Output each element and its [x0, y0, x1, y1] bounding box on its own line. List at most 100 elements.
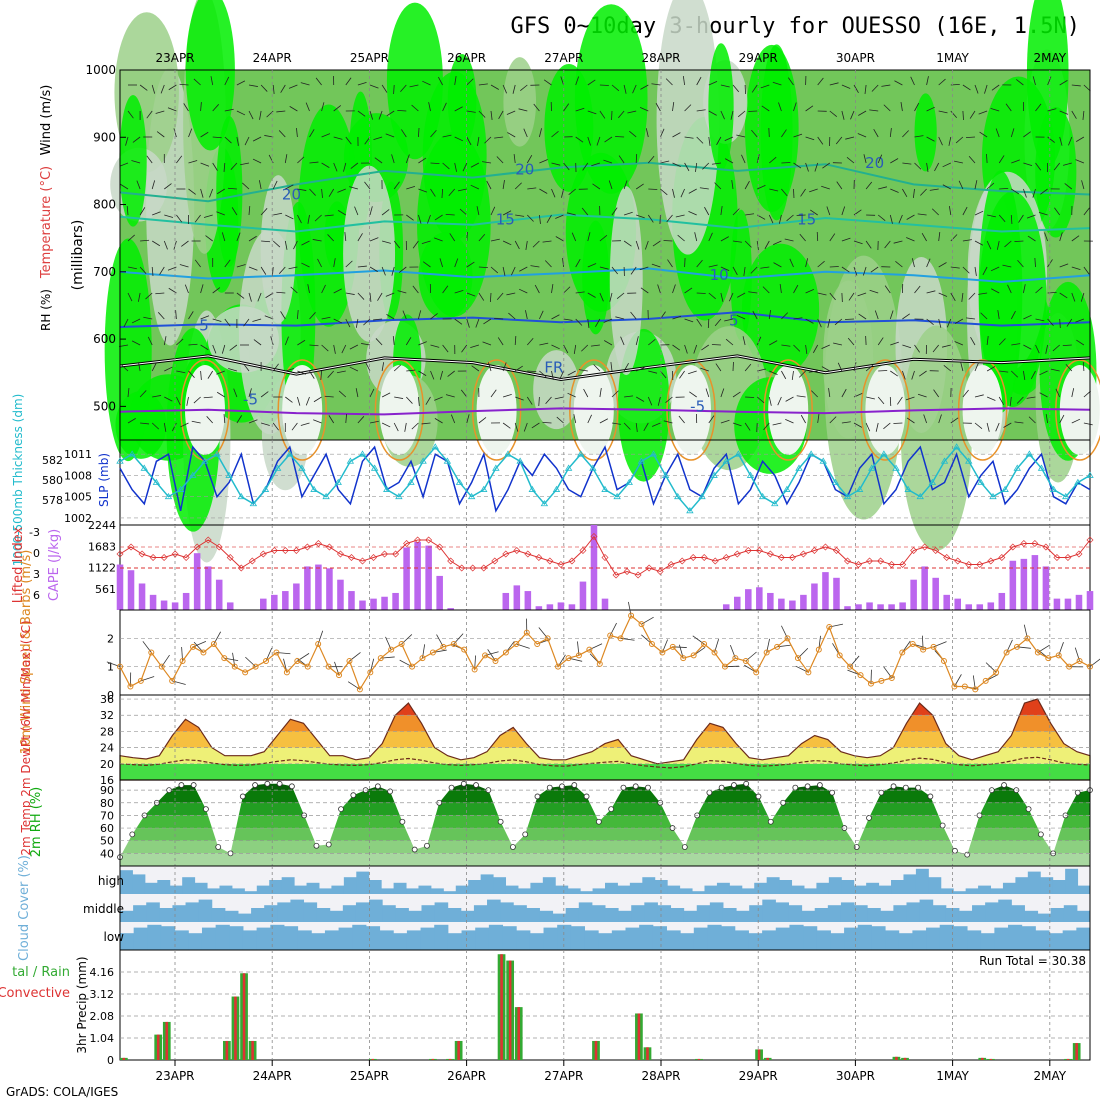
wind-barb [381, 422, 391, 428]
cloud-low-bar [789, 924, 804, 950]
wind-barb [345, 318, 351, 328]
thickness-marker [407, 478, 415, 485]
precip-convective-bar [225, 1040, 229, 1060]
wind-barb [636, 367, 645, 372]
wind-barb [829, 233, 836, 242]
wind-barb [224, 259, 231, 268]
wind-barb [525, 310, 528, 320]
cloud-middle-bar [736, 910, 750, 922]
wind-barb [393, 84, 395, 95]
wind-barb [699, 187, 709, 190]
wind-barb [461, 344, 468, 353]
wind-barb [1016, 79, 1024, 86]
li-marker [270, 547, 278, 554]
wind-barb [583, 388, 589, 398]
wind10m-marker [909, 641, 916, 647]
wind-barb [297, 370, 306, 375]
wind-barb [962, 84, 971, 91]
wind-barb [200, 344, 209, 351]
wind-barb [454, 318, 463, 325]
wind-barb [538, 396, 540, 407]
cape-bar [888, 604, 895, 610]
wind10m-marker [774, 643, 781, 650]
wind-barb [705, 388, 710, 398]
rh-marker [706, 789, 713, 796]
wind-barb [696, 318, 703, 327]
wind-barb [1011, 188, 1020, 195]
cloud-label: Cloud Cover (%) [17, 855, 32, 961]
wind-barb [914, 102, 920, 112]
wind-barb [672, 315, 682, 320]
cape-bar [789, 600, 796, 610]
cape-bar [535, 606, 543, 610]
wind-barb [573, 414, 577, 424]
wind-barb [1047, 76, 1052, 86]
rh2m-label: 2m RH (%) [29, 787, 44, 858]
thickness-marker [431, 443, 439, 450]
wind10m-marker [419, 655, 426, 662]
wind-barb [914, 285, 921, 294]
wind-barb [470, 184, 480, 190]
wind-barb [412, 285, 419, 294]
wind-barb [365, 362, 371, 372]
wind-barb [865, 181, 873, 190]
cape-bar [370, 598, 377, 610]
li-marker [138, 550, 146, 558]
wind10m-marker [440, 643, 447, 650]
wind10m-marker [325, 663, 332, 670]
precip-convective-bar [251, 1040, 254, 1060]
wind-barb [1071, 388, 1075, 398]
thickness-marker [940, 457, 949, 464]
wind-barb [539, 159, 548, 164]
wind-barb [430, 162, 440, 165]
cloud-middle-bar [618, 910, 632, 922]
cape-bar [138, 583, 146, 610]
wind-barb [145, 292, 153, 300]
li-marker [392, 550, 400, 558]
cloud-low-bar [201, 927, 217, 950]
cloud-middle-bar [539, 910, 554, 922]
wind-barb [210, 76, 214, 86]
wind10m-marker [210, 641, 217, 647]
wind-barb [720, 236, 729, 242]
wind-barb [836, 181, 843, 190]
wind-barb [260, 391, 269, 398]
cape-bar [800, 594, 807, 610]
precip-convective-bar [517, 1007, 521, 1060]
cloud-middle-bar [159, 908, 173, 922]
wind-barb [151, 84, 156, 94]
cloud-middle-bar [421, 905, 436, 922]
li-marker [535, 554, 543, 561]
wind-barb [489, 292, 492, 303]
rh-band [120, 790, 1090, 803]
wind-barb [965, 136, 976, 139]
wind-barb [853, 266, 858, 276]
li-marker [447, 557, 455, 565]
rh-marker [681, 844, 688, 850]
wind-barb [344, 232, 347, 242]
wind-barb [285, 396, 293, 403]
top-date-label: 28APR [641, 51, 680, 65]
cloud-high-bar [828, 877, 842, 894]
wind10m-marker [617, 635, 624, 642]
wind-barb [955, 136, 964, 144]
thickness-marker [843, 492, 852, 500]
cloud-middle-bar [958, 910, 973, 922]
wind10m-marker [940, 658, 947, 664]
slp-tick-label: 1008 [64, 469, 92, 482]
wind10m-marker [523, 629, 530, 636]
thickness-marker [286, 450, 294, 457]
thickness-marker [952, 443, 961, 450]
li-marker [689, 554, 697, 561]
li-marker [965, 561, 973, 568]
cape-bar [745, 589, 752, 610]
wind-barb [926, 136, 935, 142]
cloud-high-bar [132, 874, 146, 894]
wind-barb [593, 364, 601, 372]
cloud-high-bar [368, 880, 382, 894]
cloud-low-bar [188, 933, 203, 950]
wind-barb [454, 162, 457, 172]
wind-barb [926, 162, 929, 172]
